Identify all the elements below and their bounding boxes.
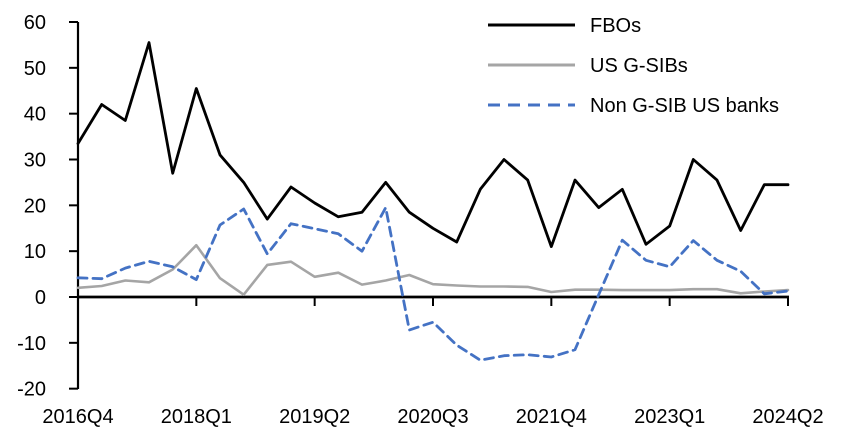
- series-line-non-g-sib-us-banks: [76, 206, 790, 362]
- y-tick-label--10: -10: [17, 333, 46, 355]
- y-tick-label-20: 20: [24, 195, 46, 217]
- x-tick-label-2021Q4: 2021Q4: [516, 406, 587, 428]
- x-tick-label-2018Q1: 2018Q1: [161, 406, 232, 428]
- y-tick-label-0: 0: [35, 287, 46, 309]
- series-line-us-g-sibs: [76, 243, 790, 297]
- y-tick-label-50: 50: [24, 58, 46, 80]
- y-tick-label-60: 60: [24, 12, 46, 34]
- legend-label-us-g-sibs: US G-SIBs: [590, 55, 688, 77]
- legend-label-fbos: FBOs: [590, 15, 641, 37]
- y-tick-label-10: 10: [24, 241, 46, 263]
- y-tick-label-40: 40: [24, 104, 46, 126]
- series-line-fbos: [76, 41, 790, 249]
- x-tick-label-2019Q2: 2019Q2: [279, 406, 350, 428]
- x-tick-label-2020Q3: 2020Q3: [397, 406, 468, 428]
- x-tick-label-2023Q1: 2023Q1: [634, 406, 705, 428]
- legend-label-non-g-sib-us-banks: Non G-SIB US banks: [590, 95, 779, 117]
- y-tick-label--20: -20: [17, 379, 46, 401]
- x-tick-label-2024Q2: 2024Q2: [752, 406, 823, 428]
- y-tick-label-30: 30: [24, 150, 46, 172]
- x-tick-label-2016Q4: 2016Q4: [42, 406, 113, 428]
